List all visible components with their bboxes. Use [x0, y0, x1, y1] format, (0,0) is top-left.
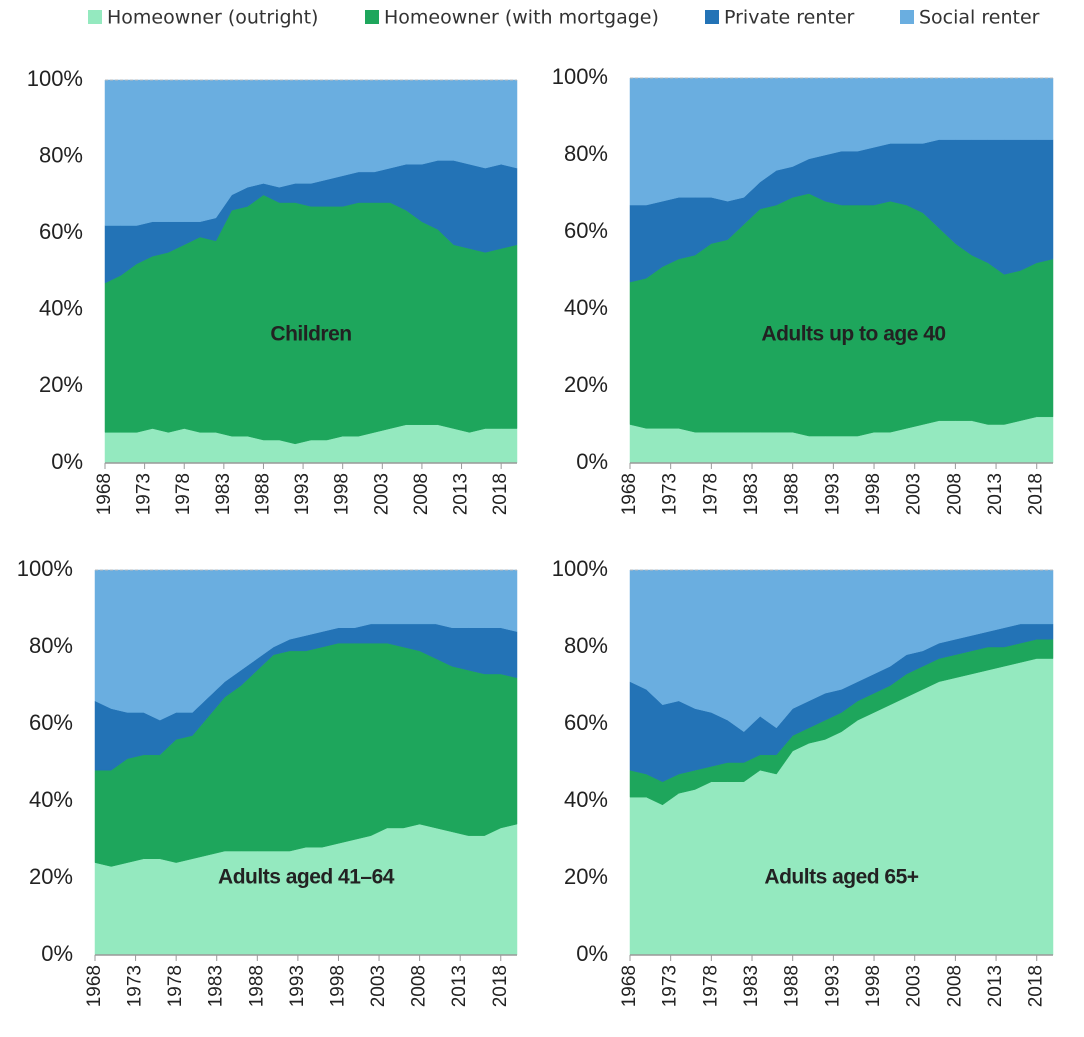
x-tick-label: 2013: [985, 473, 1006, 515]
x-tick-label: 1988: [782, 965, 803, 1007]
y-tick-label: 100%: [552, 556, 608, 581]
legend-swatch: [705, 10, 719, 24]
x-tick-label: 1998: [863, 965, 884, 1007]
panel-title: Adults up to age 40: [761, 323, 945, 346]
panel-title: Adults aged 41–64: [218, 866, 395, 889]
x-tick-label: 2003: [371, 473, 392, 515]
y-tick-label: 40%: [564, 295, 608, 320]
x-tick-label: 2008: [944, 473, 965, 515]
panel-title: Adults aged 65+: [764, 866, 918, 889]
x-tick-label: 1978: [700, 965, 721, 1007]
y-tick-label: 100%: [27, 66, 83, 91]
x-tick-label: 1983: [206, 965, 227, 1007]
y-tick-label: 20%: [564, 372, 608, 397]
x-tick-label: 1998: [863, 473, 884, 515]
legend-swatch: [365, 10, 379, 24]
x-tick-label: 2003: [904, 965, 925, 1007]
y-tick-label: 20%: [564, 864, 608, 889]
x-tick-label: 1983: [213, 473, 234, 515]
x-tick-label: 1993: [822, 965, 843, 1007]
legend-label: Social renter: [919, 7, 1040, 29]
x-tick-label: 1988: [782, 473, 803, 515]
y-tick-label: 100%: [17, 556, 73, 581]
y-tick-label: 80%: [564, 633, 608, 658]
x-tick-label: 1983: [741, 965, 762, 1007]
y-tick-label: 0%: [576, 449, 608, 474]
panel: 0% 20% 40% 60% 80% 100% 1968 1973 1978 1983 1988 19…: [17, 556, 518, 1007]
y-tick-label: 40%: [564, 787, 608, 812]
x-tick-label: 1968: [619, 473, 640, 515]
x-tick-label: 2008: [409, 965, 430, 1007]
panel: 0% 20% 40% 60% 80% 100% 1968 1973 1978 1983 1988 19…: [552, 556, 1054, 1007]
x-tick-label: 2003: [368, 965, 389, 1007]
x-tick-label: 1973: [660, 965, 681, 1007]
y-tick-label: 0%: [51, 449, 83, 474]
y-tick-label: 0%: [576, 941, 608, 966]
x-tick-label: 1983: [741, 473, 762, 515]
x-tick-label: 1993: [822, 473, 843, 515]
legend-label: Homeowner (outright): [107, 7, 318, 29]
y-tick-label: 60%: [29, 710, 73, 735]
y-tick-label: 20%: [29, 864, 73, 889]
y-tick-label: 60%: [564, 710, 608, 735]
y-tick-label: 60%: [564, 218, 608, 243]
x-tick-label: 1973: [134, 473, 155, 515]
y-tick-label: 20%: [39, 372, 83, 397]
x-tick-label: 1988: [252, 473, 273, 515]
y-tick-label: 80%: [564, 141, 608, 166]
x-tick-label: 1978: [165, 965, 186, 1007]
x-tick-label: 2008: [411, 473, 432, 515]
y-tick-label: 100%: [552, 64, 608, 89]
x-tick-label: 2018: [490, 473, 511, 515]
x-tick-label: 1968: [84, 965, 105, 1007]
legend-label: Private renter: [724, 7, 855, 29]
x-tick-label: 2018: [1026, 473, 1047, 515]
x-tick-label: 1993: [292, 473, 313, 515]
x-tick-label: 1988: [246, 965, 267, 1007]
legend-swatch: [88, 10, 102, 24]
y-tick-label: 40%: [39, 296, 83, 321]
x-tick-label: 2008: [944, 965, 965, 1007]
x-tick-label: 2018: [1026, 965, 1047, 1007]
x-tick-label: 2013: [985, 965, 1006, 1007]
x-tick-label: 1998: [332, 473, 353, 515]
x-tick-label: 1978: [700, 473, 721, 515]
x-tick-label: 1978: [173, 473, 194, 515]
y-tick-label: 80%: [39, 142, 83, 167]
x-tick-label: 2013: [449, 965, 470, 1007]
panel: 0% 20% 40% 60% 80% 100% 1968 1973 1978 1983 1988 19…: [27, 66, 518, 515]
x-tick-label: 2018: [490, 965, 511, 1007]
y-tick-label: 40%: [29, 787, 73, 812]
legend-label: Homeowner (with mortgage): [384, 7, 659, 29]
legend-swatch: [900, 10, 914, 24]
x-tick-label: 1993: [287, 965, 308, 1007]
panel-title: Children: [270, 323, 351, 346]
x-tick-label: 2013: [451, 473, 472, 515]
x-tick-label: 1968: [619, 965, 640, 1007]
y-tick-label: 0%: [41, 941, 73, 966]
y-tick-label: 80%: [29, 633, 73, 658]
y-tick-label: 60%: [39, 219, 83, 244]
panel: 0% 20% 40% 60% 80% 100% 1968 1973 1978 1983 1988 19…: [552, 64, 1054, 515]
x-tick-label: 2003: [904, 473, 925, 515]
x-tick-label: 1973: [125, 965, 146, 1007]
x-tick-label: 1968: [94, 473, 115, 515]
x-tick-label: 1973: [660, 473, 681, 515]
x-tick-label: 1998: [327, 965, 348, 1007]
